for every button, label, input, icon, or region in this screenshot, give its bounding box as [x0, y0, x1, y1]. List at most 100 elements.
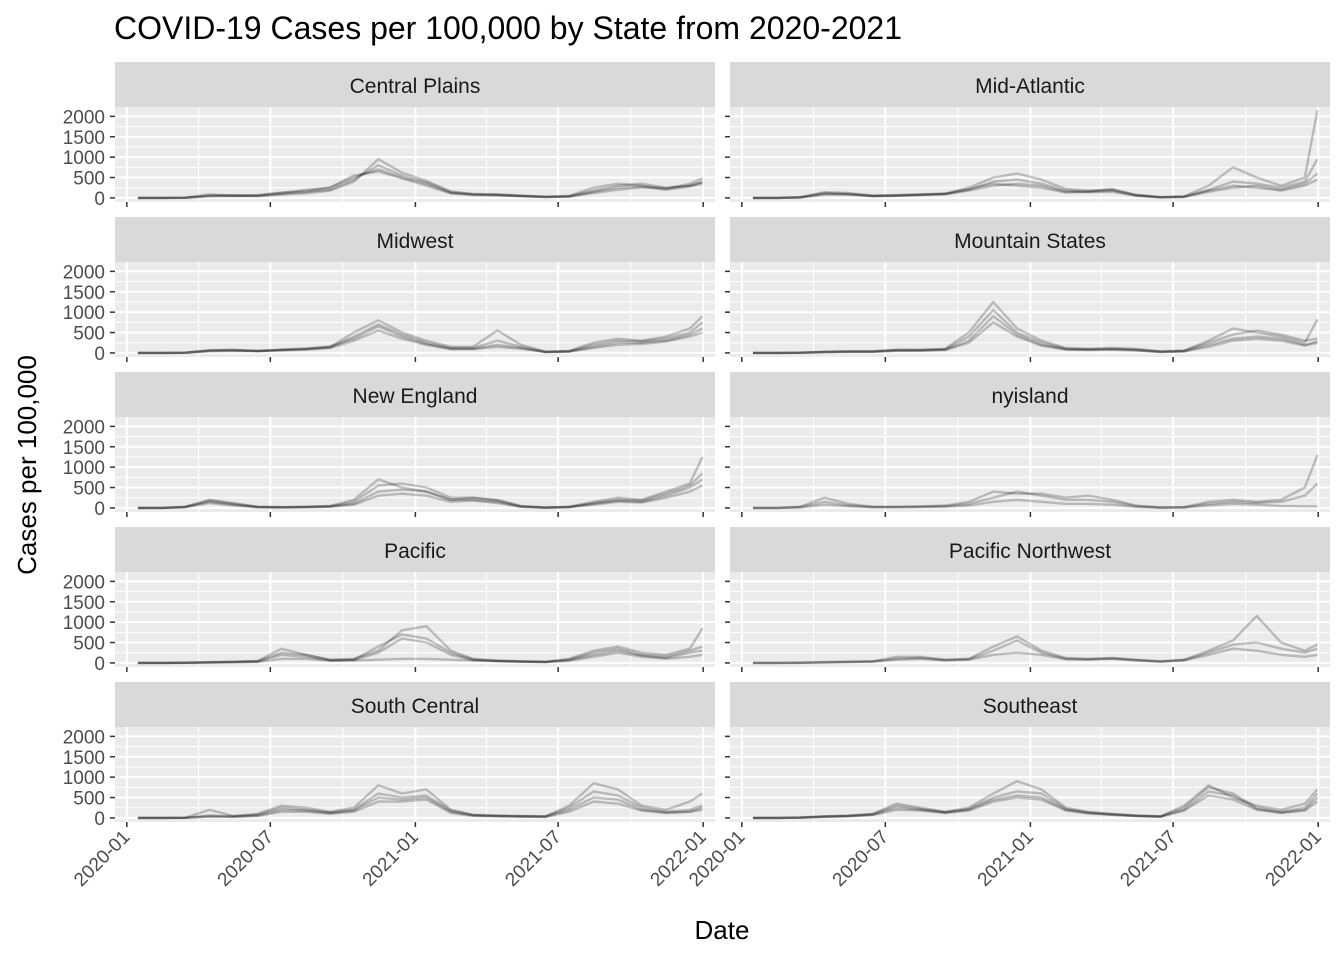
- series-line: [752, 498, 1318, 510]
- facet-panel: nyisland: [725, 372, 1330, 517]
- series-line: [137, 637, 703, 665]
- x-tick-label: 2021-07: [501, 827, 565, 891]
- y-tick-label: 1500: [63, 593, 105, 614]
- y-tick-label: 0: [94, 189, 105, 210]
- series-line: [752, 315, 1318, 355]
- y-axis-label: Cases per 100,000: [12, 355, 42, 575]
- series-line: [137, 790, 703, 820]
- y-tick-label: 0: [94, 809, 105, 830]
- y-tick-label: 500: [73, 634, 105, 655]
- facet-strip: [115, 682, 715, 727]
- series-line: [137, 796, 703, 820]
- y-tick-label: 1000: [63, 458, 105, 479]
- y-tick-label: 0: [94, 654, 105, 675]
- y-tick-label: 2000: [63, 727, 105, 748]
- facet-panels: Central Plains0500100015002000Mid-Atlant…: [63, 62, 1330, 891]
- y-tick-label: 0: [94, 499, 105, 520]
- series-line: [137, 798, 703, 820]
- y-tick-label: 0: [94, 344, 105, 365]
- y-tick-label: 1000: [63, 148, 105, 169]
- y-tick-label: 2000: [63, 262, 105, 283]
- facet-panel: Pacific Northwest: [725, 527, 1330, 672]
- x-tick-label: 2021-07: [1116, 827, 1180, 891]
- facet-strip: [730, 527, 1330, 572]
- chart-title: COVID-19 Cases per 100,000 by State from…: [114, 10, 902, 46]
- y-tick-label: 1000: [63, 768, 105, 789]
- x-tick-label: 2020-01: [70, 827, 134, 891]
- series-line: [752, 321, 1318, 355]
- series-line: [137, 168, 703, 200]
- series-line: [137, 315, 704, 355]
- y-tick-label: 1000: [63, 613, 105, 634]
- facet-strip: [115, 527, 715, 572]
- series-line: [752, 786, 1319, 820]
- facet-panel: Mid-Atlantic: [725, 62, 1330, 207]
- x-tick-label: 2022-01: [1262, 827, 1326, 891]
- x-tick-label: 2020-07: [829, 827, 893, 891]
- x-tick-label: 2021-01: [974, 827, 1038, 891]
- x-tick-label: 2020-07: [214, 827, 278, 891]
- series-line: [752, 172, 1319, 200]
- series-line: [137, 782, 704, 820]
- y-tick-label: 500: [73, 789, 105, 810]
- facet-strip-label: South Central: [351, 695, 479, 718]
- y-tick-label: 1500: [63, 283, 105, 304]
- y-tick-label: 1000: [63, 303, 105, 324]
- series-line: [752, 158, 1319, 200]
- facet-strip-label: Mid-Atlantic: [975, 75, 1085, 98]
- x-axis-label: Date: [695, 915, 750, 945]
- series-line: [137, 164, 703, 200]
- facet-strip: [730, 217, 1330, 262]
- y-tick-label: 500: [73, 324, 105, 345]
- facet-strip: [730, 682, 1330, 727]
- facet-strip: [115, 372, 715, 417]
- facet-strip-label: Pacific Northwest: [949, 540, 1111, 563]
- y-tick-label: 1500: [63, 438, 105, 459]
- series-line: [137, 625, 704, 665]
- facet-strip-label: Mountain States: [954, 230, 1106, 253]
- series-line: [752, 647, 1318, 665]
- x-tick-label: 2021-01: [359, 827, 423, 891]
- series-line: [752, 454, 1319, 510]
- series-line: [137, 158, 703, 200]
- series-line: [752, 300, 1319, 355]
- facet-strip: [730, 62, 1330, 107]
- y-tick-label: 1500: [63, 128, 105, 149]
- series-line: [137, 478, 704, 510]
- series-line: [137, 321, 704, 355]
- series-line: [752, 790, 1319, 820]
- series-line: [752, 110, 1319, 200]
- series-line: [752, 614, 1318, 665]
- facet-strip: [115, 62, 715, 107]
- facet-strip-label: Southeast: [983, 695, 1078, 718]
- facet-strip-label: Central Plains: [350, 75, 481, 98]
- facet-strip-label: nyisland: [991, 385, 1068, 408]
- series-line: [137, 472, 704, 510]
- series-line: [137, 329, 703, 355]
- series-line: [137, 456, 704, 510]
- series-line: [752, 308, 1318, 355]
- series-line: [137, 325, 703, 355]
- series-line: [752, 482, 1319, 510]
- facet-panel: Mountain States: [725, 217, 1330, 362]
- y-tick-label: 2000: [63, 572, 105, 593]
- y-tick-label: 1500: [63, 748, 105, 769]
- series-line: [137, 170, 703, 200]
- facet-strip: [730, 372, 1330, 417]
- y-tick-label: 500: [73, 169, 105, 190]
- series-line: [137, 633, 703, 665]
- series-line: [752, 780, 1319, 820]
- series-line: [137, 651, 703, 665]
- series-line: [137, 484, 703, 510]
- series-line: [752, 639, 1318, 665]
- facet-strip: [115, 217, 715, 262]
- y-tick-label: 2000: [63, 107, 105, 128]
- facet-strip-label: New England: [353, 385, 478, 408]
- series-line: [752, 178, 1318, 200]
